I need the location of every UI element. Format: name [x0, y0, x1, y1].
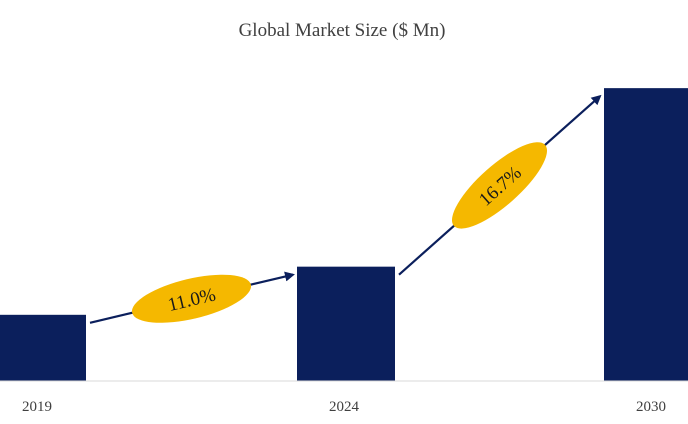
bar-2019	[0, 314, 86, 381]
chart-title: Global Market Size ($ Mn)	[239, 20, 446, 41]
bar-2030	[604, 88, 688, 381]
cagr-ellipse	[451, 142, 548, 229]
bars	[0, 88, 688, 381]
x-tick-label: 2019	[22, 399, 52, 415]
bar-2024	[297, 266, 395, 381]
cagr-ellipse	[131, 274, 252, 323]
cagr-badge: 11.0%	[131, 274, 252, 323]
x-axis-ticks: 2019 2024 2030	[22, 399, 666, 415]
x-tick-label: 2030	[636, 399, 666, 415]
cagr-badges: 11.0% 16.7%	[131, 142, 548, 323]
x-tick-label: 2024	[329, 399, 360, 415]
cagr-badge: 16.7%	[451, 142, 548, 229]
